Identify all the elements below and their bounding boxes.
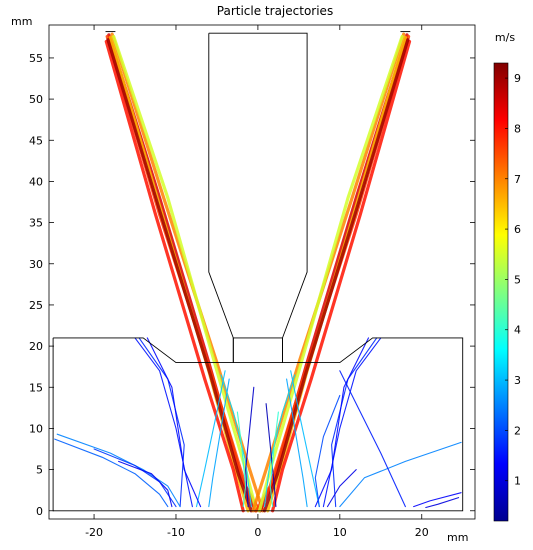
colorbar-tick-label: 1 <box>514 475 521 488</box>
trajectory-34 <box>314 394 341 508</box>
y-unit-label: mm <box>11 15 32 28</box>
x-tick-label: 20 <box>415 526 429 539</box>
trajectory-31 <box>413 492 462 508</box>
trajectory-16 <box>220 374 252 508</box>
trajectory-32 <box>425 497 460 509</box>
trajectory-12 <box>257 34 404 513</box>
trajectory-35 <box>339 370 406 508</box>
trajectory-33 <box>326 469 357 508</box>
y-tick-label: 50 <box>29 93 43 106</box>
x-tick-label: -20 <box>85 526 103 539</box>
x-tick-label: 0 <box>254 526 261 539</box>
trajectory-18 <box>286 378 308 508</box>
trajectory-28 <box>93 448 177 508</box>
trajectory-25 <box>314 337 370 508</box>
x-tick-label: 10 <box>333 526 347 539</box>
colorbar-tick-label: 8 <box>514 122 521 135</box>
axes: -20 -10 0 10 20 0 5 10 15 20 25 30 35 40 45 50 55 <box>29 25 475 539</box>
trajectory-15 <box>208 378 230 508</box>
trajectory-5 <box>112 34 258 513</box>
y-tick-label: 5 <box>36 464 43 477</box>
colorbar-tick-label: 4 <box>514 324 521 337</box>
colorbar-unit-label: m/s <box>495 31 515 44</box>
y-tick-label: 20 <box>29 340 43 353</box>
plot-frame <box>48 24 476 520</box>
trajectory-13 <box>262 38 410 513</box>
colorbar-ramp <box>493 62 509 522</box>
trajectory-layer <box>54 32 462 513</box>
colorbar-tick-label: 7 <box>514 173 521 186</box>
y-tick-label: 30 <box>29 258 43 271</box>
trajectory-6 <box>106 38 253 513</box>
colorbar-tick-label: 2 <box>514 424 521 437</box>
colorbar-tick-label: 9 <box>514 72 521 85</box>
colorbar-tick-label: 6 <box>514 223 521 236</box>
chart-title: Particle trajectories <box>217 4 333 18</box>
x-unit-label: mm <box>447 531 468 544</box>
colorbar-tick-label: 3 <box>514 374 521 387</box>
trajectory-17 <box>290 370 320 508</box>
y-tick-label: 10 <box>29 422 43 435</box>
colorbar: 1 2 3 4 5 6 7 8 9 <box>493 62 521 522</box>
trajectory-19 <box>263 374 296 508</box>
y-tick-label: 0 <box>36 505 43 518</box>
trajectory-22 <box>146 337 202 508</box>
trajectory-30 <box>339 441 462 508</box>
y-tick-label: 55 <box>29 52 43 65</box>
trajectory-27 <box>54 438 169 508</box>
trajectory-26 <box>56 433 181 508</box>
y-tick-label: 45 <box>29 134 43 147</box>
trajectory-11 <box>271 39 412 513</box>
trajectory-39 <box>269 411 279 508</box>
trajectory-36 <box>245 386 255 508</box>
trajectory-38 <box>236 411 247 508</box>
chamber-outline <box>52 337 464 512</box>
x-tick-label: -10 <box>167 526 185 539</box>
trajectory-23 <box>322 337 382 508</box>
trajectory-29 <box>118 460 173 508</box>
trajectory-14 <box>195 370 226 508</box>
y-tick-label: 40 <box>29 175 43 188</box>
plot-border <box>48 24 476 520</box>
y-tick-label: 25 <box>29 299 43 312</box>
y-tick-label: 35 <box>29 217 43 230</box>
trajectory-4 <box>104 39 245 513</box>
colorbar-tick-label: 5 <box>514 273 521 286</box>
nozzle-outline <box>208 32 308 364</box>
geometry-layer <box>52 31 464 512</box>
y-tick-label: 15 <box>29 381 43 394</box>
